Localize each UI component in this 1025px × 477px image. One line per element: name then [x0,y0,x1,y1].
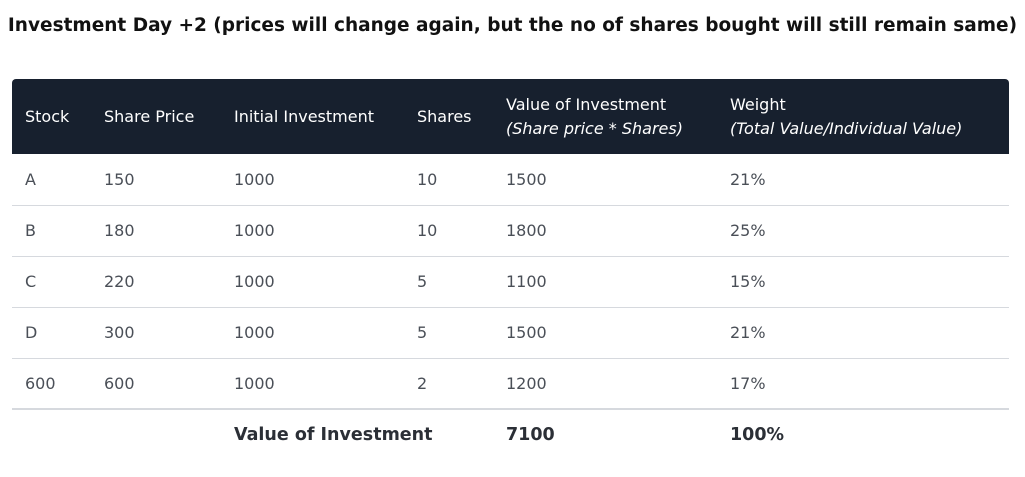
cell-share-price: 600 [104,358,234,410]
cell-weight: 21% [730,154,1009,206]
table-row: C 220 1000 5 1100 15% [12,256,1009,308]
investment-table: Stock Share Price Initial Investment Sha… [12,79,1009,459]
cell-stock: B [12,205,104,257]
page-title: Investment Day +2 (prices will change ag… [7,15,1018,36]
cell-share-price: 150 [104,154,234,206]
cell-initial-investment: 1000 [234,256,417,308]
table-body: A 150 1000 10 1500 21% B 180 1000 10 180… [12,154,1009,410]
cell-initial-investment: 1000 [234,154,417,206]
column-header-label: Weight [730,94,786,114]
table-row: A 150 1000 10 1500 21% [12,154,1009,206]
table-row: B 180 1000 10 1800 25% [12,205,1009,257]
cell-initial-investment: 1000 [234,205,417,257]
cell-value-of-investment: 1100 [506,256,730,308]
totals-row: Value of Investment 7100 100% [12,409,1009,459]
column-header-subtitle: (Total Value/Individual Value) [730,118,963,138]
column-header-label: Shares [417,106,472,126]
cell-shares: 10 [417,205,506,257]
table-header: Stock Share Price Initial Investment Sha… [12,79,1009,154]
column-header-subtitle: (Share price * Shares) [506,118,683,138]
cell-share-price: 220 [104,256,234,308]
table-row: 600 600 1000 2 1200 17% [12,358,1009,410]
cell-value-of-investment: 1500 [506,154,730,206]
column-header-shares: Shares [417,79,506,154]
header-row: Stock Share Price Initial Investment Sha… [12,79,1009,154]
cell-stock: 600 [12,358,104,410]
empty-cell [104,409,234,459]
total-value: 7100 [506,424,555,445]
cell-share-price: 300 [104,307,234,359]
column-header-share-price: Share Price [104,79,234,154]
cell-shares: 5 [417,256,506,308]
column-header-label: Value of Investment [506,94,667,114]
cell-initial-investment: 1000 [234,358,417,410]
column-header-stock: Stock [12,79,104,154]
cell-shares: 5 [417,307,506,359]
cell-weight: 25% [730,205,1009,257]
column-header-label: Stock [25,106,70,126]
cell-weight: 21% [730,307,1009,359]
cell-weight: 17% [730,358,1009,410]
column-header-label: Share Price [104,106,195,126]
cell-initial-investment: 1000 [234,307,417,359]
empty-cell [12,409,104,459]
column-header-label: Initial Investment [234,106,374,126]
cell-stock: A [12,154,104,206]
cell-weight: 15% [730,256,1009,308]
table-row: D 300 1000 5 1500 21% [12,307,1009,359]
cell-value-of-investment: 1800 [506,205,730,257]
cell-value-of-investment: 1500 [506,307,730,359]
column-header-weight: Weight (Total Value/Individual Value) [730,79,1009,154]
cell-shares: 10 [417,154,506,206]
cell-value-of-investment: 1200 [506,358,730,410]
totals-label: Value of Investment [234,424,433,445]
cell-shares: 2 [417,358,506,410]
column-header-value-of-investment: Value of Investment (Share price * Share… [506,79,730,154]
total-weight: 100% [730,424,785,445]
cell-share-price: 180 [104,205,234,257]
table-footer: Value of Investment 7100 100% [12,409,1009,459]
cell-stock: C [12,256,104,308]
column-header-initial-investment: Initial Investment [234,79,417,154]
cell-stock: D [12,307,104,359]
